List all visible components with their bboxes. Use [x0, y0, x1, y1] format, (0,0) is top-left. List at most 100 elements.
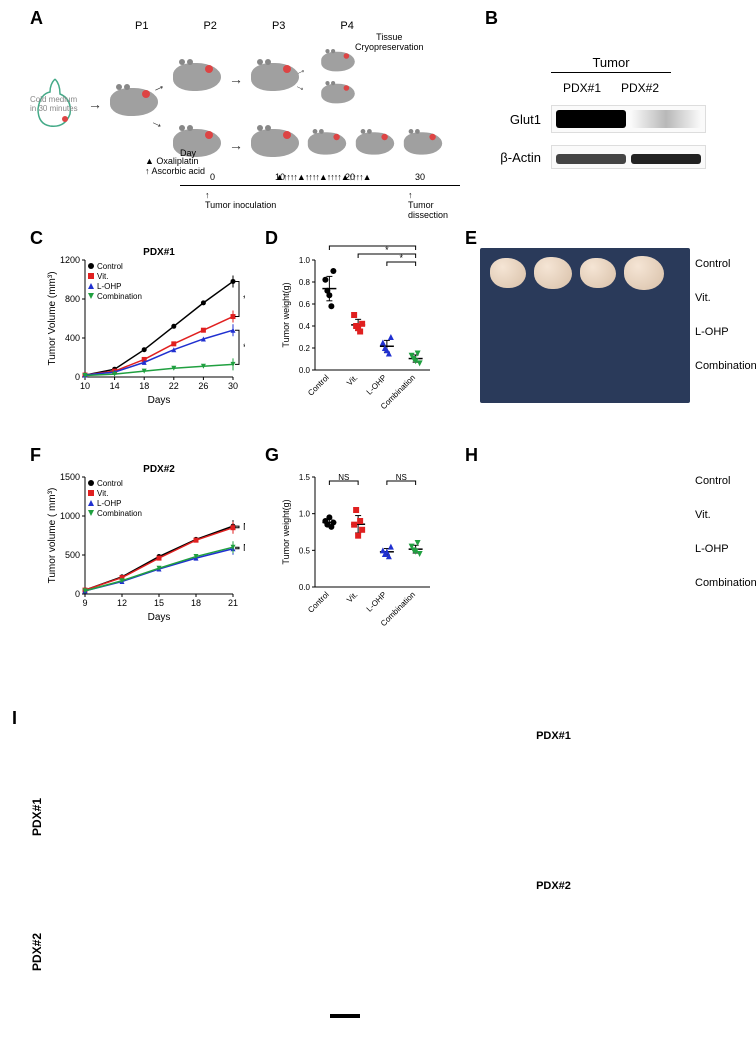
svg-text:22: 22	[169, 381, 179, 391]
svg-text:*: *	[243, 294, 245, 305]
bar-pdx2-ki67	[391, 896, 546, 1026]
svg-text:18: 18	[191, 598, 201, 608]
svg-text:800: 800	[65, 294, 80, 304]
h-label-comb: Combination	[695, 577, 756, 589]
svg-text:Control: Control	[306, 590, 331, 615]
panel-g-label: G	[265, 445, 279, 466]
panel-d-label: D	[265, 228, 278, 249]
lane-pdx1: PDX#1	[563, 81, 601, 95]
svg-text:NS: NS	[338, 473, 349, 482]
svg-text:NS: NS	[243, 522, 245, 533]
svg-text:12: 12	[117, 598, 127, 608]
svg-text:PDX#1: PDX#1	[143, 247, 175, 258]
svg-text:1200: 1200	[60, 255, 80, 265]
panel-f-label: F	[30, 445, 41, 466]
svg-text:Days: Days	[148, 612, 171, 622]
svg-text:0.6: 0.6	[299, 300, 311, 309]
svg-text:L-OHP: L-OHP	[365, 373, 389, 397]
svg-text:1000: 1000	[60, 511, 80, 521]
bar-pdx1-header: PDX#1	[391, 730, 716, 742]
passage-p1: P1	[135, 20, 148, 32]
h-label-lohp: L-OHP	[695, 543, 756, 555]
svg-text:500: 500	[65, 550, 80, 560]
asc-label: Ascorbic acid	[152, 166, 206, 176]
svg-text:9: 9	[82, 598, 87, 608]
svg-text:1500: 1500	[60, 472, 80, 482]
western-header: Tumor	[551, 55, 671, 73]
svg-text:0.4: 0.4	[299, 322, 311, 331]
day30: 30	[415, 172, 425, 182]
svg-text:*: *	[385, 245, 389, 255]
svg-text:0: 0	[75, 589, 80, 599]
passage-p2: P2	[203, 20, 216, 32]
panel-g-chart: 0.0 0.5 1.0 1.5 Tumor weight(g) Control Vit. L-…	[280, 462, 440, 622]
treatment-timeline: ▲ Oxaliplatin ↑ Ascorbic acid Day 0 10 2…	[180, 160, 460, 210]
svg-text:Vit.: Vit.	[345, 590, 359, 604]
svg-text:10: 10	[80, 381, 90, 391]
svg-text:NS: NS	[243, 543, 245, 554]
svg-text:*: *	[399, 253, 403, 263]
svg-text:0.0: 0.0	[299, 366, 311, 375]
e-label-comb: Combination	[695, 360, 756, 372]
glut1-label: Glut1	[496, 112, 551, 127]
svg-text:*: *	[371, 245, 375, 247]
tumor-diss-label: Tumor dissection	[408, 200, 448, 220]
svg-text:15: 15	[154, 598, 164, 608]
pdx2-label: PDX#2	[30, 933, 44, 971]
panel-a-diagram: P1 P2 P3 P4 Tissue Cryopreservation Cold…	[30, 20, 430, 210]
svg-text:Combination: Combination	[97, 509, 142, 518]
svg-text:0.2: 0.2	[299, 344, 311, 353]
svg-text:Tumor weight(g): Tumor weight(g)	[281, 499, 291, 564]
band-actin-pdx1	[556, 154, 626, 164]
panel-b-western: Tumor PDX#1 PDX#2 Glut1 β-Actin	[496, 20, 726, 210]
passage-p4: P4	[340, 20, 353, 32]
svg-text:30: 30	[228, 381, 238, 391]
svg-text:1.0: 1.0	[299, 510, 311, 519]
day0: 0	[210, 172, 215, 182]
panel-f-chart: 050010001500912151821DaysTumor volume ( …	[45, 462, 245, 622]
svg-text:L-OHP: L-OHP	[97, 282, 121, 291]
svg-text:Vit.: Vit.	[97, 272, 108, 281]
svg-text:NS: NS	[396, 473, 407, 482]
svg-text:1.5: 1.5	[299, 473, 311, 482]
svg-text:18: 18	[139, 381, 149, 391]
panel-c-label: C	[30, 228, 43, 249]
svg-text:400: 400	[65, 333, 80, 343]
svg-text:26: 26	[198, 381, 208, 391]
pdx1-label: PDX#1	[30, 798, 44, 836]
tumor-inoc-label: Tumor inoculation	[205, 200, 276, 210]
band-glut1-pdx1	[556, 110, 626, 128]
panel-h-label: H	[465, 445, 478, 466]
e-label-control: Control	[695, 258, 756, 270]
bar-pdx2-header: PDX#2	[391, 880, 716, 892]
e-label-vit: Vit.	[695, 292, 756, 304]
band-glut1-pdx2	[631, 110, 701, 128]
arrow-icon: →	[88, 96, 102, 112]
svg-text:0.0: 0.0	[299, 583, 311, 592]
svg-text:*: *	[243, 342, 245, 353]
svg-text:0.8: 0.8	[299, 278, 311, 287]
panel-i-ihc: PDX#1 PDX#2 PDX#1 PDX#2	[30, 730, 726, 1040]
svg-text:Control: Control	[306, 373, 331, 398]
svg-text:Tumor weight(g): Tumor weight(g)	[281, 282, 291, 347]
svg-text:1.0: 1.0	[299, 256, 311, 265]
bar-pdx1-casp3	[561, 746, 716, 876]
svg-text:21: 21	[228, 598, 238, 608]
svg-text:14: 14	[110, 381, 120, 391]
passage-p3: P3	[272, 20, 285, 32]
band-actin-pdx2	[631, 154, 701, 164]
h-label-vit: Vit.	[695, 509, 756, 521]
h-label-control: Control	[695, 475, 756, 487]
panel-h-photo	[480, 465, 690, 620]
svg-text:L-OHP: L-OHP	[365, 590, 389, 614]
panel-e-photo	[480, 248, 690, 403]
day-word: Day	[180, 148, 196, 158]
svg-text:PDX#2: PDX#2	[143, 464, 175, 475]
svg-text:Vit.: Vit.	[345, 373, 359, 387]
svg-text:Tumor Volume (mm³): Tumor Volume (mm³)	[47, 271, 58, 365]
scale-bar	[330, 1014, 360, 1018]
panel-e-label: E	[465, 228, 477, 249]
bar-pdx1-ki67	[391, 746, 546, 876]
bar-pdx2-casp3	[561, 896, 716, 1026]
svg-text:0.5: 0.5	[299, 546, 311, 555]
